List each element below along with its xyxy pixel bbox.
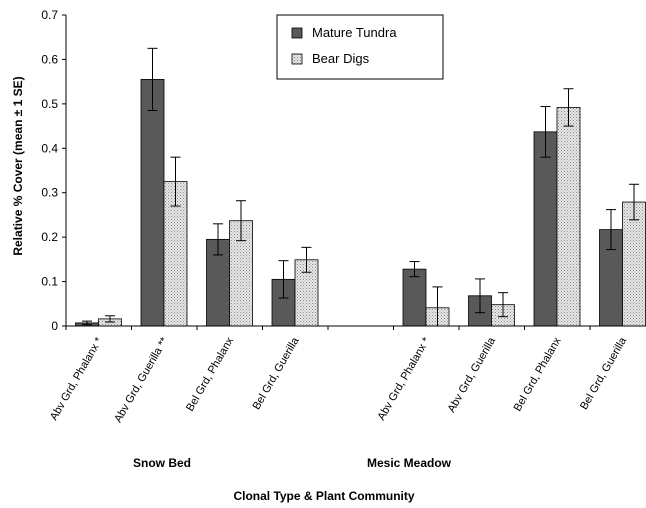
group-label-mesic-meadow: Mesic Meadow <box>367 456 452 470</box>
y-axis-title: Relative % Cover (mean ± 1 SE) <box>11 76 25 255</box>
y-tick-label: 0.5 <box>41 97 58 111</box>
x-axis: Abv Grd, Phalanx * Abv Grd, Guerilla ** Be… <box>48 325 646 425</box>
x-tick-label: Bel Grd, Phalanx <box>184 335 236 413</box>
bar-mature-tundra <box>402 268 427 327</box>
x-tick-label: Abv Grd, Guerilla <box>446 335 499 415</box>
y-tick-label: 0.2 <box>41 230 58 244</box>
x-tick-label: Abv Grd, Phalanx * <box>375 335 433 423</box>
x-axis-title: Clonal Type & Plant Community <box>233 489 414 503</box>
x-tick-label: Bel Grd, Guerilla <box>251 335 302 412</box>
bar-mature-tundra <box>140 79 165 327</box>
bars-layer <box>75 47 646 327</box>
y-tick-label: 0.7 <box>41 8 58 22</box>
group-label-snow-bed: Snow Bed <box>133 456 191 470</box>
legend: Mature Tundra Bear Digs <box>276 14 444 80</box>
y-tick-label: 0.4 <box>41 141 58 155</box>
y-tick-label: 0.6 <box>41 52 58 66</box>
x-tick-label: Abv Grd, Phalanx * <box>48 335 106 423</box>
x-tick-label: Abv Grd, Guerilla ** <box>112 335 171 425</box>
legend-swatch-mature-tundra <box>291 27 303 39</box>
bar-mature-tundra <box>533 131 558 327</box>
legend-label-mature-tundra: Mature Tundra <box>312 25 397 40</box>
legend-label-bear-digs: Bear Digs <box>312 51 370 66</box>
bar-bear-digs <box>556 107 581 327</box>
y-tick-label: 0.3 <box>41 186 58 200</box>
y-axis: 0 0.1 0.2 0.3 0.4 0.5 0.6 0.7 <box>41 8 67 333</box>
y-tick-label: 0 <box>51 319 58 333</box>
x-tick-label: Bel Grd, Phalanx <box>512 335 564 413</box>
legend-box <box>276 14 444 80</box>
x-tick-label: Bel Grd, Guerilla <box>578 335 629 412</box>
bar-bear-digs <box>622 201 646 327</box>
y-tick-label: 0.1 <box>41 275 58 289</box>
legend-swatch-bear-digs <box>291 53 303 65</box>
